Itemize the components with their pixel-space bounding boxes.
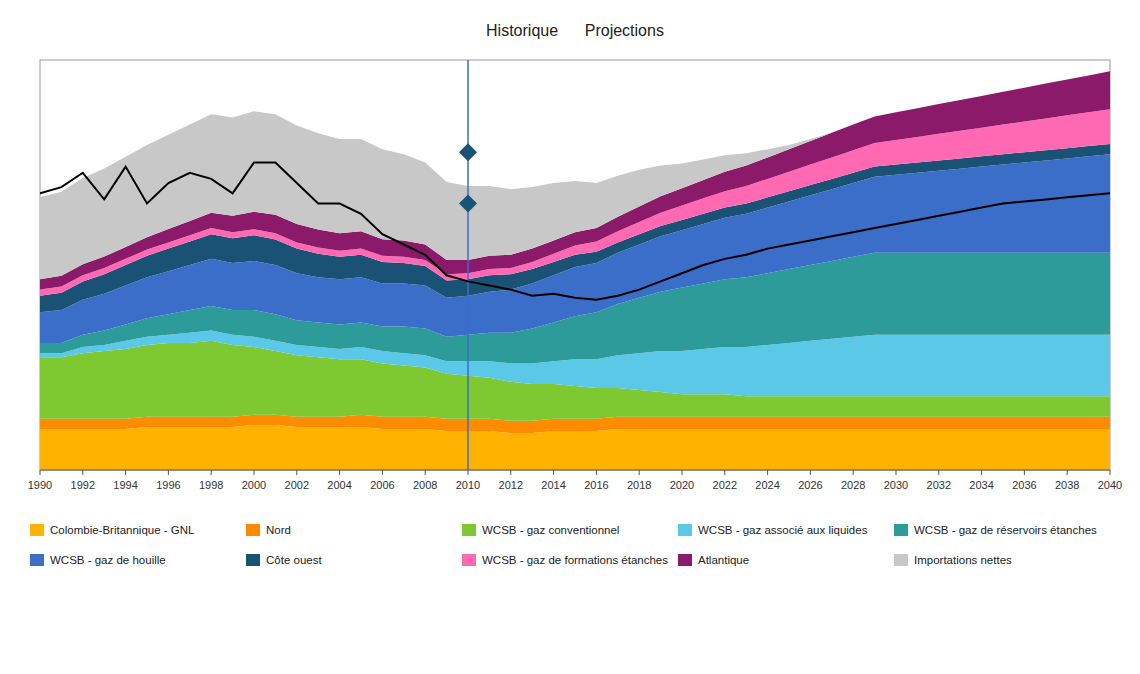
x-tick: [40, 470, 41, 475]
legend-swatch: [462, 554, 476, 566]
x-tick: [553, 470, 554, 475]
x-tick-label: 2014: [541, 479, 565, 491]
x-tick-label: 1994: [113, 479, 137, 491]
x-tick: [724, 470, 725, 475]
x-tick-label: 2010: [456, 479, 480, 491]
legend-label: WCSB - gaz de houille: [50, 554, 166, 566]
x-tick-label: 2000: [242, 479, 266, 491]
x-tick: [82, 470, 83, 475]
x-tick-label: 1990: [28, 479, 52, 491]
legend-label: Importations nettes: [914, 554, 1012, 566]
legend-swatch: [246, 524, 260, 536]
legend-label: WCSB - gaz de formations étanches: [482, 554, 668, 566]
x-tick-label: 2002: [285, 479, 309, 491]
plot-frame: [40, 60, 1110, 470]
x-tick: [1067, 470, 1068, 475]
legend-label: WCSB - gaz de réservoirs étanches: [914, 524, 1097, 536]
legend-label: Nord: [266, 524, 291, 536]
legend-swatch: [678, 554, 692, 566]
x-tick-label: 1996: [156, 479, 180, 491]
x-tick: [853, 470, 854, 475]
legend-label: WCSB - gaz associé aux liquides: [698, 524, 868, 536]
x-tick-label: 2022: [713, 479, 737, 491]
legend-label: Côte ouest: [266, 554, 322, 566]
x-tick-label: 2004: [327, 479, 351, 491]
x-tick-label: 2038: [1055, 479, 1079, 491]
legend-swatch: [462, 524, 476, 536]
x-tick: [767, 470, 768, 475]
x-tick-label: 2012: [499, 479, 523, 491]
x-tick: [254, 470, 255, 475]
x-tick: [339, 470, 340, 475]
x-tick: [168, 470, 169, 475]
x-tick: [211, 470, 212, 475]
x-tick-label: 2028: [841, 479, 865, 491]
x-tick-label: 2032: [927, 479, 951, 491]
x-tick: [810, 470, 811, 475]
x-tick: [125, 470, 126, 475]
x-tick: [639, 470, 640, 475]
x-tick: [296, 470, 297, 475]
x-tick: [682, 470, 683, 475]
marker: [459, 143, 477, 161]
legend-swatch: [30, 554, 44, 566]
x-tick-label: 2030: [884, 479, 908, 491]
x-tick: [1110, 470, 1111, 475]
legend-swatch: [894, 554, 908, 566]
x-tick-label: 2016: [584, 479, 608, 491]
legend-label: Atlantique: [698, 554, 749, 566]
legend-swatch: [246, 554, 260, 566]
area: [40, 425, 1110, 470]
x-tick: [468, 470, 469, 475]
legend-label: WCSB - gaz conventionnel: [482, 524, 619, 536]
legend-swatch: [30, 524, 44, 536]
x-tick-label: 2018: [627, 479, 651, 491]
x-tick-label: 2020: [670, 479, 694, 491]
chart: Historique Projections 1990 1992 1994 1996 19…: [0, 0, 1140, 674]
x-tick-label: 1992: [71, 479, 95, 491]
x-tick: [510, 470, 511, 475]
x-tick: [896, 470, 897, 475]
x-tick-label: 2024: [755, 479, 779, 491]
x-tick-label: 2036: [1012, 479, 1036, 491]
x-tick: [938, 470, 939, 475]
plot-area: [40, 60, 1110, 470]
legend-swatch: [894, 524, 908, 536]
x-tick: [382, 470, 383, 475]
x-tick-label: 2040: [1098, 479, 1122, 491]
legend-swatch: [678, 524, 692, 536]
legend-label: Colombie-Britannique - GNL: [50, 524, 195, 536]
x-tick: [1024, 470, 1025, 475]
area: [40, 71, 1110, 289]
marker: [459, 195, 477, 213]
line: [40, 163, 1110, 300]
split-line: [467, 60, 469, 470]
x-tick-label: 2026: [798, 479, 822, 491]
x-tick-label: 2034: [969, 479, 993, 491]
x-tick-label: 2006: [370, 479, 394, 491]
x-tick: [981, 470, 982, 475]
x-axis: [40, 470, 1110, 471]
x-tick-label: 1998: [199, 479, 223, 491]
x-tick: [425, 470, 426, 475]
x-tick-label: 2008: [413, 479, 437, 491]
x-tick: [596, 470, 597, 475]
title: Historique Projections: [486, 22, 664, 39]
